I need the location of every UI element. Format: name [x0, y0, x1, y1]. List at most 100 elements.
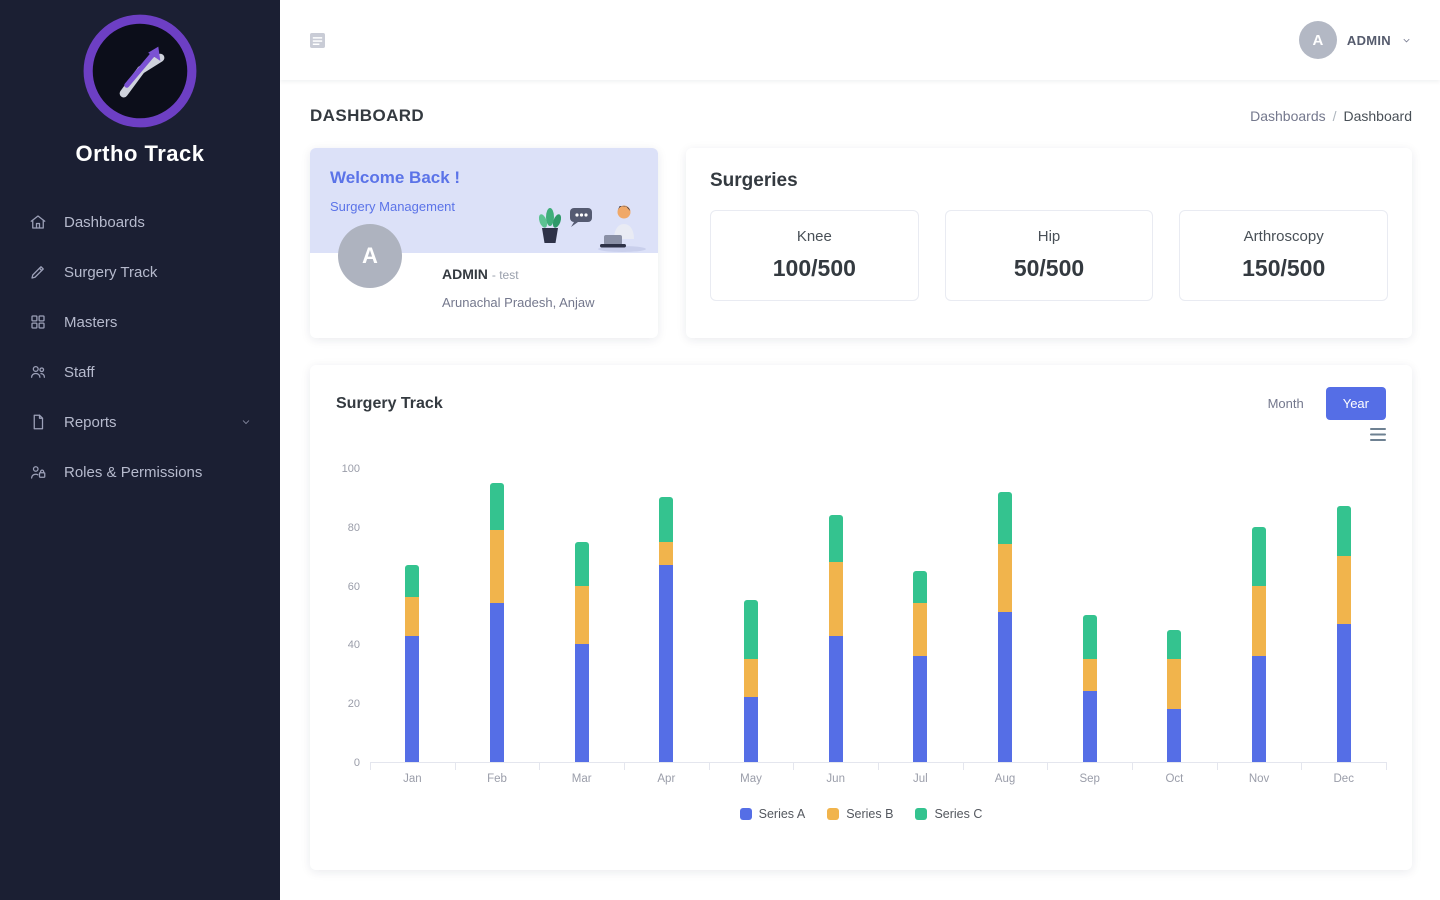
welcome-subtitle: Surgery Management	[330, 199, 456, 214]
bar-group-feb	[455, 468, 540, 762]
stacked-bar[interactable]	[1252, 468, 1267, 762]
chart-x-axis: Jan Feb Mar Apr May Jun Jul Aug Sep Oct Nov Dec	[370, 773, 1386, 785]
bar-group-jan	[370, 468, 455, 762]
stacked-bar[interactable]	[490, 468, 504, 762]
surgery-track-chart-card: Surgery Track Month Year 0 20 40 60 80 100 Ja…	[310, 365, 1412, 870]
welcome-card: Welcome Back ! Surgery Management	[310, 148, 658, 338]
x-axis-tick	[624, 762, 625, 770]
user-lock-icon	[28, 462, 48, 482]
bar-segment-series-a	[1252, 656, 1267, 762]
stacked-bar[interactable]	[1167, 468, 1182, 762]
sidebar-item-label: Masters	[64, 313, 118, 331]
stat-value: 100/500	[772, 255, 856, 281]
stat-label: Knee	[796, 228, 832, 245]
stacked-bar[interactable]	[405, 468, 420, 762]
legend-item-series-b[interactable]: Series B	[827, 807, 893, 821]
stat-value: 50/500	[1013, 255, 1085, 281]
year-toggle-button[interactable]: Year	[1325, 387, 1386, 420]
chevron-down-icon	[1401, 35, 1412, 46]
y-axis-label: 100	[341, 463, 360, 475]
sidebar-toggle-icon[interactable]	[310, 32, 325, 48]
surgeries-title: Surgeries	[710, 170, 798, 191]
legend-label: Series B	[846, 807, 894, 821]
y-axis-label: 40	[347, 639, 360, 652]
sidebar-item-masters[interactable]: Masters	[0, 297, 280, 347]
bar-group-jul	[878, 468, 963, 762]
x-axis-label: Nov	[1248, 773, 1270, 785]
welcome-user-name: ADMIN	[442, 266, 488, 282]
breadcrumb: Dashboards / Dashboard	[1250, 108, 1412, 124]
bar-group-sep	[1047, 468, 1132, 762]
bar-segment-series-b	[659, 541, 674, 566]
sidebar-item-dashboards[interactable]: Dashboards	[0, 197, 280, 247]
bar-segment-series-c	[1252, 526, 1267, 586]
x-axis-tick	[1301, 762, 1303, 770]
x-axis-label: Apr	[657, 773, 676, 785]
user-menu[interactable]: A ADMIN	[1298, 21, 1412, 59]
chart-menu-icon[interactable]	[1370, 428, 1386, 441]
y-axis-label: 80	[347, 521, 360, 534]
stat-hip: Hip 50/500	[944, 210, 1154, 301]
x-axis-label: Mar	[571, 773, 592, 785]
x-axis-label: Jan	[403, 773, 422, 785]
sidebar-item-surgery-track[interactable]: Surgery Track	[0, 247, 280, 297]
ortho-track-logo-icon	[83, 14, 197, 128]
breadcrumb-separator: /	[1332, 108, 1337, 124]
x-axis-tick	[793, 762, 795, 770]
app-name: Ortho Track	[75, 141, 205, 166]
sidebar-item-roles-permissions[interactable]: Roles & Permissions	[0, 447, 280, 497]
bar-segment-series-b	[490, 529, 504, 604]
sidebar-item-staff[interactable]: Staff	[0, 347, 280, 397]
x-axis-label: Feb	[487, 773, 507, 785]
bar-segment-series-c	[405, 565, 420, 598]
x-axis-tick	[1047, 762, 1049, 770]
stacked-bar[interactable]	[1336, 468, 1351, 762]
page-title: DASHBOARD	[310, 106, 425, 125]
x-axis-label: Oct	[1165, 773, 1184, 785]
stacked-bar[interactable]	[1082, 468, 1097, 762]
staff-people-icon	[28, 362, 48, 382]
legend-item-series-c[interactable]: Series C	[915, 807, 982, 821]
report-file-icon	[28, 412, 48, 432]
stacked-bar[interactable]	[659, 468, 674, 762]
y-axis-label: 0	[353, 757, 360, 769]
welcome-greeting: Welcome Back !	[330, 168, 461, 187]
sidebar: Ortho Track Dashboards Surgery Track Mas…	[0, 0, 280, 900]
bar-group-apr	[624, 468, 709, 762]
chart-header: Surgery Track Month Year	[336, 387, 1386, 420]
chart-range-controls: Month Year	[1262, 387, 1386, 420]
stacked-bar[interactable]	[744, 468, 759, 762]
bar-segment-series-b	[744, 659, 759, 698]
legend-swatch	[915, 808, 928, 820]
sidebar-item-reports[interactable]: Reports	[0, 397, 280, 447]
chart-menu-row	[336, 428, 1386, 442]
legend-label: Series C	[934, 807, 983, 821]
app-logo[interactable]: Ortho Track	[0, 0, 280, 167]
x-axis-tick	[1216, 762, 1218, 770]
breadcrumb-parent[interactable]: Dashboards	[1250, 108, 1326, 124]
y-axis-label: 20	[347, 698, 360, 711]
chart-y-axis: 0 20 40 60 80 100	[336, 463, 370, 769]
sidebar-nav: Dashboards Surgery Track Masters Staff	[0, 197, 280, 497]
sidebar-item-label: Roles & Permissions	[64, 463, 203, 481]
bar-segment-series-a	[1167, 709, 1182, 762]
x-axis-tick	[539, 762, 541, 770]
month-toggle-button[interactable]: Month	[1262, 395, 1310, 412]
welcome-avatar: A	[338, 224, 402, 288]
stacked-bar[interactable]	[913, 468, 928, 762]
bar-segment-series-a	[1082, 691, 1097, 762]
stacked-bar[interactable]	[574, 468, 589, 762]
bar-segment-series-b	[998, 544, 1013, 613]
x-axis-label: Aug	[994, 773, 1016, 785]
stat-arthroscopy: Arthroscopy 150/500	[1179, 210, 1389, 301]
stacked-bar[interactable]	[998, 468, 1013, 762]
sidebar-item-label: Dashboards	[64, 213, 145, 231]
bar-segment-series-b	[1167, 659, 1182, 710]
stacked-bar[interactable]	[828, 468, 843, 762]
x-axis-label: Sep	[1079, 773, 1100, 785]
legend-label: Series A	[758, 807, 806, 821]
bar-group-oct	[1132, 468, 1217, 762]
welcome-user-location: Arunachal Pradesh, Anjaw	[442, 295, 595, 310]
legend-item-series-a[interactable]: Series A	[739, 807, 806, 821]
legend-swatch	[827, 808, 840, 820]
